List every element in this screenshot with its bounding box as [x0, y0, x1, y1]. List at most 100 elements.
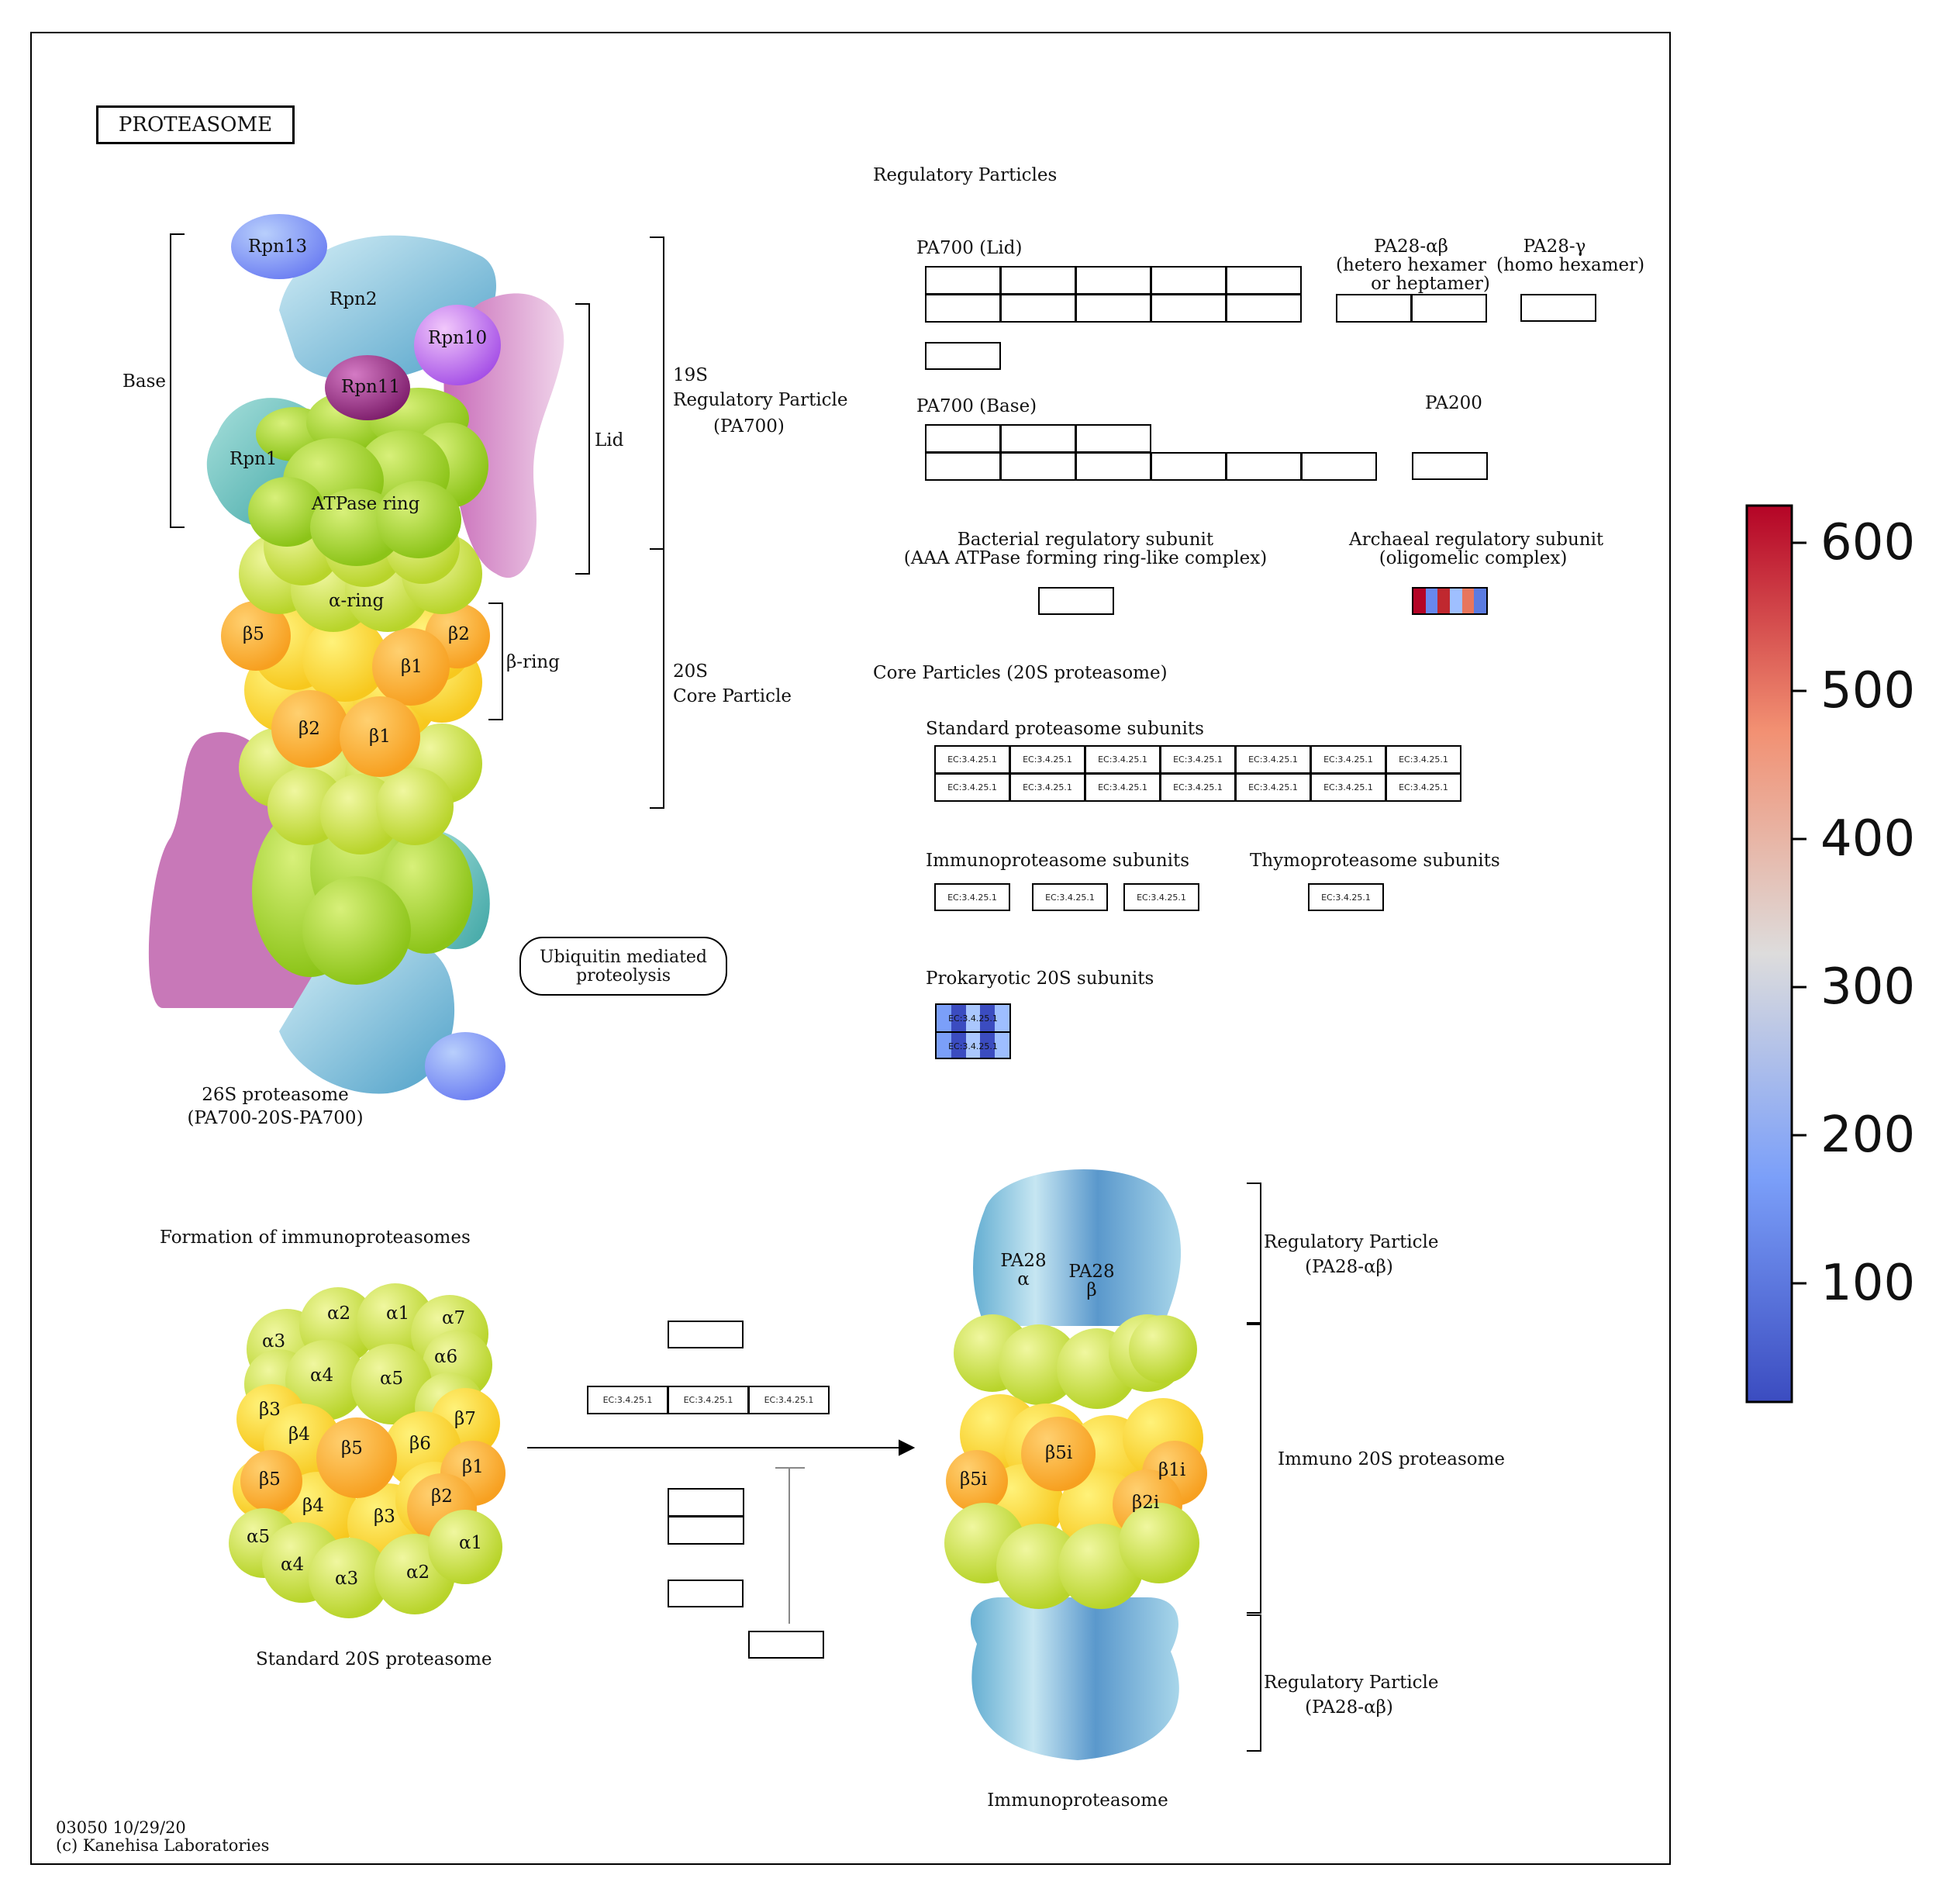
archaeal-gene-box[interactable]	[1412, 587, 1488, 615]
footer-copyright: (c) Kanehisa Laboratories	[56, 1836, 270, 1855]
ec-box[interactable]: EC:3.4.25.1	[1385, 745, 1461, 774]
ec-box[interactable]: EC:3.4.25.1	[1235, 773, 1311, 802]
inhibition-bar	[775, 1467, 805, 1624]
gene-box[interactable]	[1411, 294, 1487, 323]
bracket-pa28-bottom	[1247, 1614, 1261, 1752]
ec-box[interactable]: EC:3.4.25.1	[1032, 883, 1108, 911]
subunit-label: β4	[302, 1496, 324, 1516]
immuno-subunits-label: Immunoproteasome subunits	[926, 851, 1190, 871]
ec-box[interactable]: EC:3.4.25.1	[1160, 773, 1236, 802]
gene-box[interactable]	[1226, 266, 1302, 295]
pa28ab-line3: or heptamer)	[1371, 274, 1490, 294]
pa200-label: PA200	[1425, 393, 1482, 413]
subunit-label: β3	[259, 1400, 281, 1420]
ec-box[interactable]: EC:3.4.25.1	[1123, 883, 1199, 911]
prokaryotic-gene-box[interactable]: EC:3.4.25.1 EC:3.4.25.1	[935, 1003, 1011, 1059]
ubiquitin-mediated-proteolysis-link[interactable]: Ubiquitin mediated proteolysis	[519, 937, 727, 996]
gene-box[interactable]	[1038, 587, 1114, 615]
gene-box[interactable]	[1226, 452, 1302, 481]
rp-pa28-top-line1: Regulatory Particle	[1264, 1232, 1439, 1252]
beta2i-label: β2i	[1132, 1493, 1160, 1513]
ec-box[interactable]: EC:3.4.25.1	[1009, 773, 1085, 802]
gene-box[interactable]	[1412, 452, 1488, 480]
ec-box[interactable]: EC:3.4.25.1	[1085, 773, 1161, 802]
subunit-label: β5	[259, 1469, 281, 1490]
gene-box[interactable]	[1000, 452, 1076, 481]
proteasome26s-line1: 26S proteasome	[202, 1085, 349, 1105]
gene-box[interactable]	[925, 424, 1001, 453]
subunit-label: α2	[406, 1562, 430, 1583]
ec-box[interactable]: EC:3.4.25.1	[1385, 773, 1461, 802]
ec-box[interactable]: EC:3.4.25.1	[1009, 745, 1085, 774]
gene-box[interactable]	[925, 342, 1001, 370]
ec-box[interactable]: EC:3.4.25.1	[1085, 745, 1161, 774]
ec-box[interactable]: EC:3.4.25.1	[587, 1386, 668, 1414]
subunit-label: α4	[310, 1366, 334, 1386]
ec-box[interactable]: EC:3.4.25.1	[1310, 745, 1386, 774]
gene-box[interactable]	[1075, 266, 1151, 295]
prokaryotic-row: EC:3.4.25.1	[937, 1033, 1009, 1058]
expression-stripe	[1425, 589, 1438, 613]
gene-box[interactable]	[1226, 294, 1302, 323]
gene-box[interactable]	[1151, 294, 1227, 323]
gene-box[interactable]	[1000, 294, 1076, 323]
expression-stripe	[1450, 589, 1462, 613]
ec-box[interactable]: EC:3.4.25.1	[1235, 745, 1311, 774]
expression-stripe	[995, 1033, 1009, 1058]
ec-box[interactable]: EC:3.4.25.1	[1310, 773, 1386, 802]
pa28g-line1: PA28-γ	[1523, 237, 1586, 257]
gene-box[interactable]	[668, 1516, 744, 1545]
expression-stripe	[1474, 589, 1487, 613]
gene-box[interactable]	[1336, 294, 1412, 323]
ec-box[interactable]: EC:3.4.25.1	[1160, 745, 1236, 774]
gene-box[interactable]	[1075, 452, 1151, 481]
gene-box[interactable]	[1075, 424, 1151, 453]
pa700-base-grid-top	[925, 424, 1151, 453]
gene-box[interactable]	[925, 266, 1001, 295]
gene-box[interactable]	[1000, 266, 1076, 295]
atpase-ring-label: ATPase ring	[312, 494, 420, 514]
gene-box[interactable]	[1075, 294, 1151, 323]
colorbar-tick-400: 400	[1820, 810, 1916, 868]
gene-box[interactable]	[925, 294, 1001, 323]
gene-box[interactable]	[1520, 294, 1596, 322]
subunit-label: α2	[327, 1303, 351, 1324]
gene-box[interactable]	[1151, 266, 1227, 295]
gene-box[interactable]	[668, 1580, 744, 1607]
gene-box[interactable]	[748, 1631, 824, 1659]
ec-box[interactable]: EC:3.4.25.1	[934, 745, 1010, 774]
gene-box[interactable]	[1151, 452, 1227, 481]
archaeal-line1: Archaeal regulatory subunit	[1349, 530, 1604, 550]
cp20s-line2: Core Particle	[673, 686, 792, 706]
pa28-beta-line1: PA28	[1068, 1262, 1115, 1282]
gene-box[interactable]	[1301, 452, 1377, 481]
ec-text: EC:3.4.25.1	[948, 1013, 998, 1024]
subunit-label: β5	[341, 1438, 363, 1459]
standard-20s-caption: Standard 20S proteasome	[256, 1649, 492, 1669]
rp19s-line1: 19S	[673, 365, 709, 385]
expression-stripe	[965, 1033, 981, 1058]
gene-box[interactable]	[925, 452, 1001, 481]
subunit-label: α6	[434, 1347, 458, 1367]
expression-stripe	[965, 1005, 981, 1031]
beta1-label-b: β1	[369, 727, 391, 747]
subunit-label: α3	[335, 1569, 359, 1589]
pa28ab-line1: PA28-αβ	[1374, 237, 1448, 257]
gene-box[interactable]	[1000, 424, 1076, 453]
gene-box[interactable]	[668, 1488, 744, 1517]
ec-box[interactable]: EC:3.4.25.1	[668, 1386, 749, 1414]
prokaryotic-row: EC:3.4.25.1	[937, 1005, 1009, 1033]
bracket-pa28-top	[1247, 1183, 1261, 1324]
colorbar-tick-100: 100	[1820, 1255, 1916, 1312]
gene-box[interactable]	[668, 1321, 744, 1348]
ec-box[interactable]: EC:3.4.25.1	[934, 773, 1010, 802]
subunit-label: β4	[288, 1424, 310, 1445]
rp19s-line2: Regulatory Particle	[673, 390, 848, 410]
beta5-label: β5	[243, 624, 264, 644]
ec-box[interactable]: EC:3.4.25.1	[934, 883, 1010, 911]
cp20s-line1: 20S	[673, 661, 709, 682]
rp-pa28-bottom-line2: (PA28-αβ)	[1305, 1697, 1393, 1718]
ec-box[interactable]: EC:3.4.25.1	[1308, 883, 1384, 911]
ec-box[interactable]: EC:3.4.25.1	[748, 1386, 830, 1414]
